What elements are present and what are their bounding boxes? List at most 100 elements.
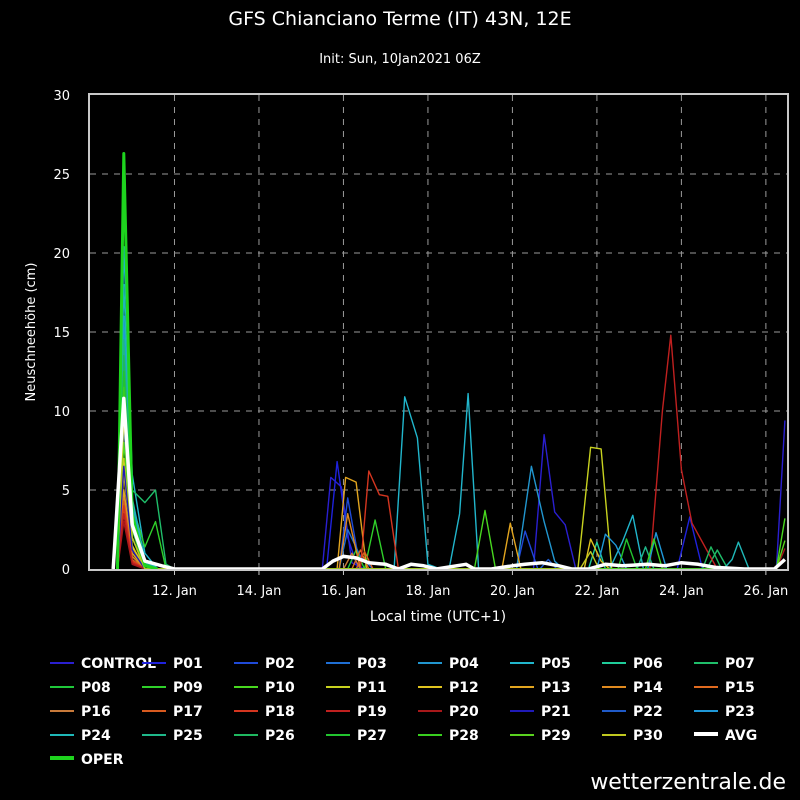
legend-label: P06 (633, 656, 663, 672)
legend-item-p27: P27 (326, 726, 387, 746)
legend-swatch (694, 710, 718, 712)
legend-label: P10 (265, 680, 295, 696)
legend-item-p06: P06 (602, 654, 663, 674)
series-line-p13 (116, 476, 522, 570)
legend-swatch (694, 732, 718, 736)
series-line-p03 (116, 426, 374, 570)
legend-label: P29 (541, 728, 571, 744)
legend-item-p03: P03 (326, 654, 387, 674)
y-tick-label: 30 (53, 89, 70, 104)
legend-item-oper: OPER (50, 750, 124, 770)
x-axis-ticks: 12. Jan 14. Jan 16. Jan 18. Jan 20. Jan 22. J… (152, 584, 788, 599)
legend-label: P28 (449, 728, 479, 744)
legend-swatch (326, 686, 350, 688)
series-line-p07 (116, 378, 729, 570)
legend-item-p26: P26 (234, 726, 295, 746)
legend-label: P16 (81, 704, 111, 720)
legend-item-p30: P30 (602, 726, 663, 746)
series-line-control (116, 420, 786, 570)
legend-item-p28: P28 (418, 726, 479, 746)
legend-swatch (326, 710, 350, 712)
legend-swatch (50, 756, 74, 760)
legend-label: P09 (173, 680, 203, 696)
legend-swatch (602, 734, 626, 736)
legend-item-avg: AVG (694, 726, 757, 746)
legend-item-p19: P19 (326, 702, 387, 722)
series-line-p19 (116, 334, 718, 570)
legend-label: P03 (357, 656, 387, 672)
series-line-p01 (116, 460, 704, 570)
legend-item-p21: P21 (510, 702, 571, 722)
legend-swatch (418, 734, 442, 736)
legend-item-p10: P10 (234, 678, 295, 698)
legend-label: P13 (541, 680, 571, 696)
x-axis-label: Local time (UTC+1) (370, 609, 506, 625)
legend-item-p05: P05 (510, 654, 571, 674)
legend-label: P04 (449, 656, 479, 672)
legend-label: P05 (541, 656, 571, 672)
legend-label: P22 (633, 704, 663, 720)
x-tick-label: 16. Jan (321, 584, 366, 599)
legend-swatch (234, 662, 258, 664)
legend-label: P17 (173, 704, 203, 720)
legend-label: P14 (633, 680, 663, 696)
legend-label: P02 (265, 656, 295, 672)
x-tick-label: 22. Jan (574, 584, 619, 599)
legend-swatch (142, 734, 166, 736)
legend-item-control: CONTROL (50, 654, 156, 674)
series-line-p15 (116, 505, 370, 570)
chart-title: GFS Chianciano Terme (IT) 43N, 12E (228, 8, 572, 30)
y-axis-ticks: 0 5 10 15 20 25 30 (53, 89, 70, 578)
legend-item-p23: P23 (694, 702, 755, 722)
legend-label: AVG (725, 728, 758, 744)
legend-swatch (602, 686, 626, 688)
x-tick-label: 14. Jan (237, 584, 282, 599)
legend-swatch (418, 710, 442, 712)
legend-label: OPER (81, 752, 124, 768)
legend-swatch (234, 710, 258, 712)
legend-label: P30 (633, 728, 663, 744)
legend-swatch (142, 662, 166, 664)
legend-label: P08 (81, 680, 111, 696)
legend-swatch (234, 734, 258, 736)
legend-swatch (142, 686, 166, 688)
x-tick-label: 24. Jan (659, 584, 704, 599)
legend-swatch (510, 686, 534, 688)
x-tick-label: 12. Jan (152, 584, 197, 599)
legend-swatch (510, 710, 534, 712)
y-tick-label: 5 (62, 484, 70, 499)
legend-item-p02: P02 (234, 654, 295, 674)
series-lines (111, 152, 787, 571)
chart-subtitle: Init: Sun, 10Jan2021 06Z (319, 52, 481, 67)
legend-item-p14: P14 (602, 678, 663, 698)
legend-label: P26 (265, 728, 295, 744)
legend-item-p09: P09 (142, 678, 203, 698)
legend-swatch (418, 662, 442, 664)
legend-swatch (602, 662, 626, 664)
legend-label: P12 (449, 680, 479, 696)
x-tick-label: 20. Jan (490, 584, 535, 599)
legend-label: P24 (81, 728, 111, 744)
legend-swatch (694, 686, 718, 688)
legend-item-p01: P01 (142, 654, 203, 674)
legend-swatch (418, 686, 442, 688)
legend-swatch (602, 710, 626, 712)
legend-label: P15 (725, 680, 755, 696)
legend-swatch (326, 662, 350, 664)
legend-label: P25 (173, 728, 203, 744)
legend-label: P27 (357, 728, 387, 744)
series-line-p08 (116, 347, 366, 570)
legend-swatch (326, 734, 350, 736)
legend-swatch (694, 662, 718, 664)
series-line-p24 (116, 283, 750, 570)
legend-item-p20: P20 (418, 702, 479, 722)
legend-swatch (50, 686, 74, 688)
y-axis-label: Neuschneehöhe (cm) (24, 263, 39, 402)
series-line-p16 (116, 508, 362, 570)
legend-item-p22: P22 (602, 702, 663, 722)
x-tick-label: 26. Jan (743, 584, 788, 599)
legend-swatch (510, 734, 534, 736)
legend-label: CONTROL (81, 656, 157, 672)
series-line-p06 (116, 331, 607, 570)
